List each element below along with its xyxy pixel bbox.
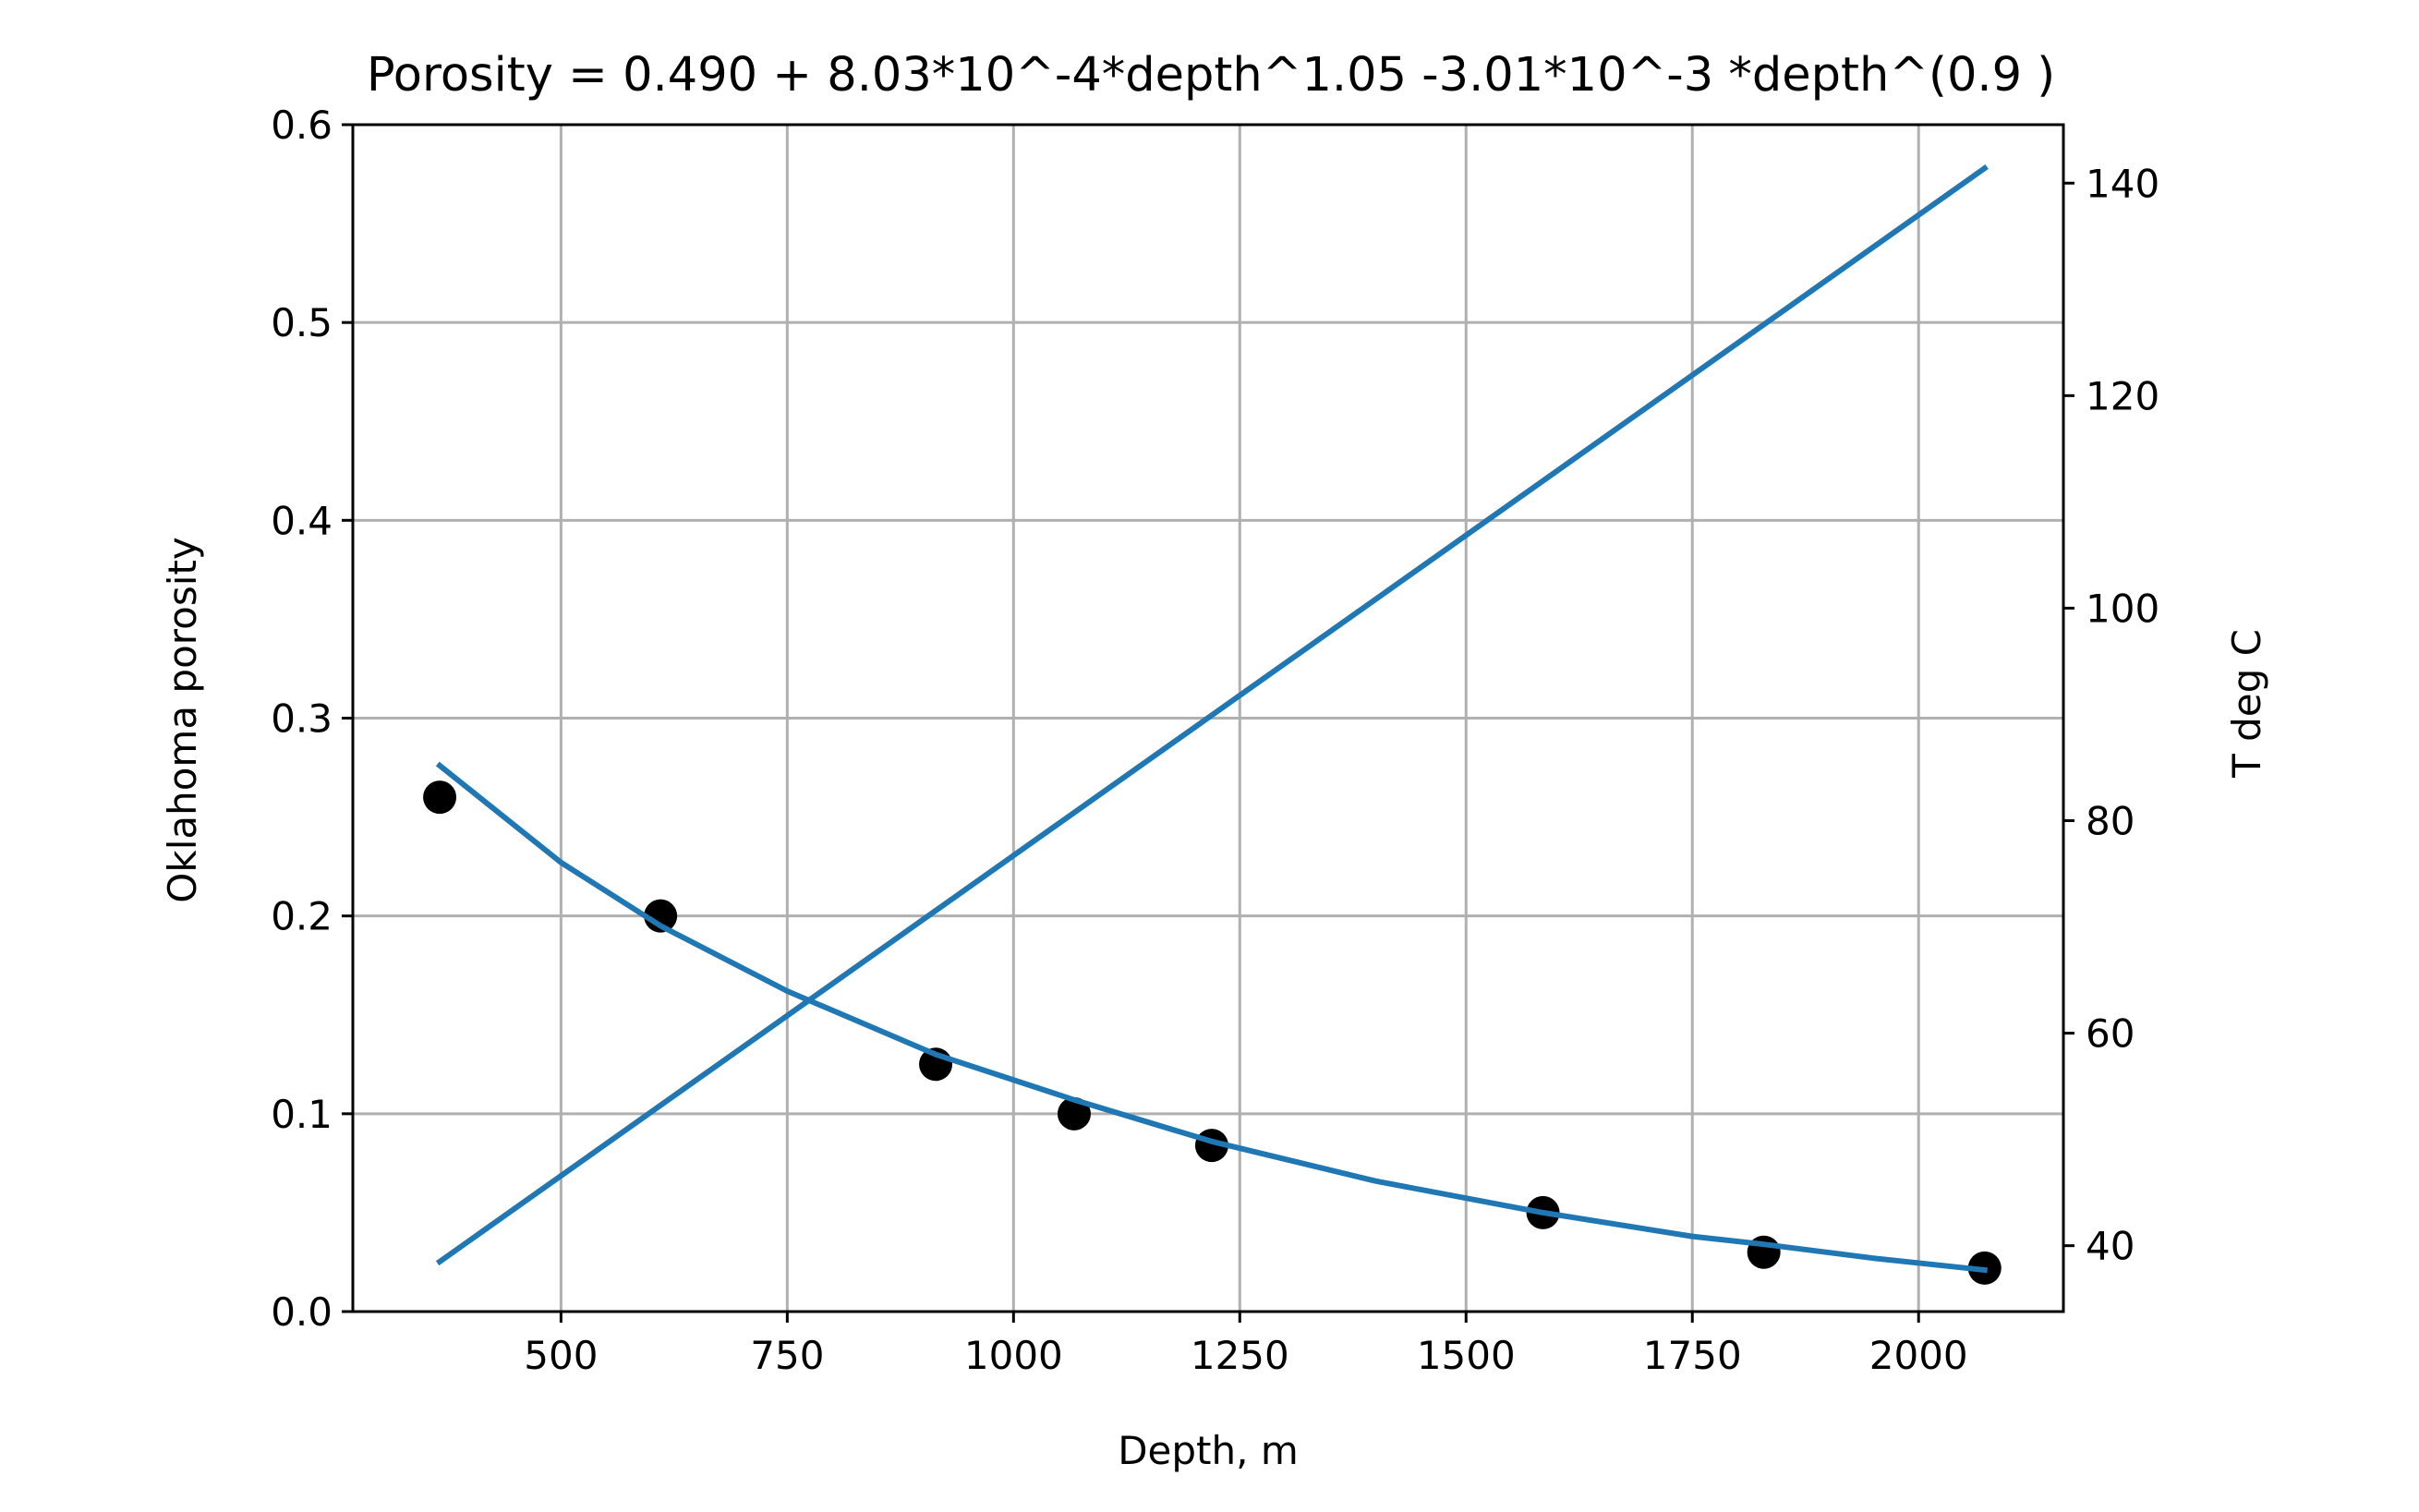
x-tick-label: 500 [524, 1333, 598, 1378]
y-tick-label: 0.1 [271, 1092, 333, 1137]
y2-axis-label: T deg C [2224, 629, 2269, 779]
x-tick-label: 1750 [1643, 1333, 1742, 1378]
x-tick-label: 1000 [964, 1333, 1063, 1378]
x-tick-label: 1250 [1191, 1333, 1289, 1378]
y-axis-ticks: 0.0 0.1 0.2 0.3 0.4 0.5 0.6 [271, 103, 353, 1335]
chart-title: Porosity = 0.490 + 8.03*10^-4*depth^1.05… [367, 48, 2055, 103]
temperature-line [435, 164, 1989, 1266]
y-tick-label: 0.6 [271, 103, 333, 148]
y2-tick-label: 140 [2086, 161, 2159, 206]
x-tick-label: 1500 [1417, 1333, 1516, 1378]
data-point [1057, 1096, 1091, 1131]
y2-axis-ticks: 40 60 80 100 120 140 [2063, 161, 2159, 1269]
y-tick-label: 0.2 [271, 894, 333, 939]
x-axis-label: Depth, m [1118, 1428, 1299, 1473]
y-tick-label: 0.3 [271, 696, 333, 742]
series-layer [423, 164, 2002, 1285]
y2-tick-label: 80 [2086, 799, 2135, 844]
y-axis-label: Oklahoma porosity [160, 537, 205, 902]
x-tick-label: 2000 [1869, 1333, 1968, 1378]
y2-tick-label: 100 [2086, 586, 2159, 631]
y2-tick-label: 120 [2086, 373, 2159, 418]
porosity-fit-curve [435, 761, 1989, 1274]
y2-tick-label: 60 [2086, 1011, 2135, 1057]
x-axis-ticks: 500 750 1000 1250 1500 1750 2000 [524, 1312, 1968, 1378]
data-point [644, 899, 678, 933]
y-tick-label: 0.0 [271, 1289, 333, 1335]
y-tick-label: 0.5 [271, 300, 333, 345]
y-tick-label: 0.4 [271, 498, 333, 543]
y2-tick-label: 40 [2086, 1224, 2135, 1269]
data-point [423, 780, 457, 815]
x-tick-label: 750 [750, 1333, 824, 1378]
